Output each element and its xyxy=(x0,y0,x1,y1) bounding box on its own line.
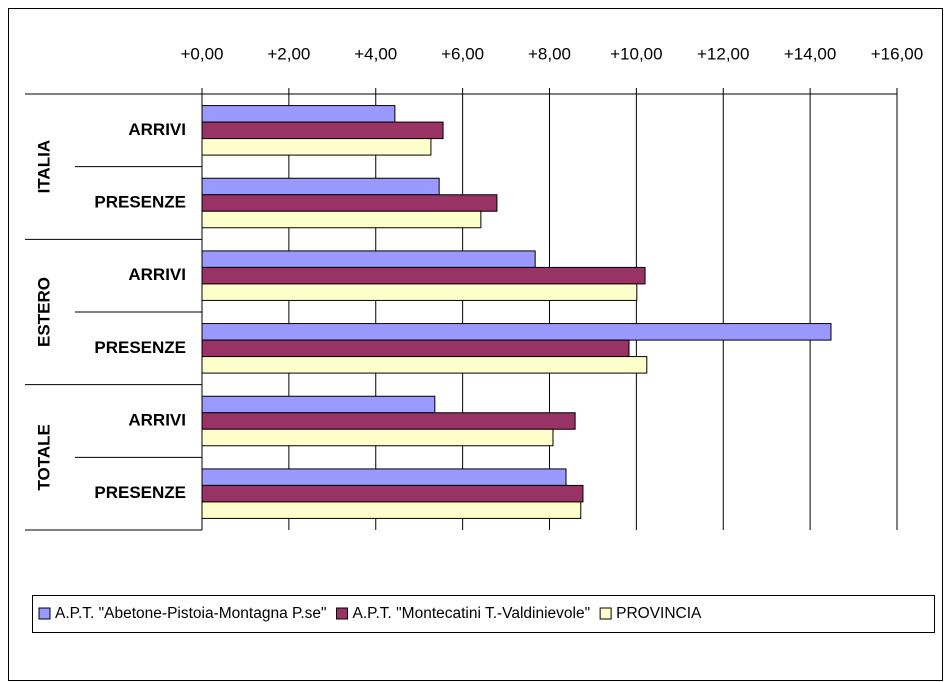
bar xyxy=(201,356,648,374)
legend-label: PROVINCIA xyxy=(616,605,702,622)
bar xyxy=(201,323,832,341)
category-label: PRESENZE xyxy=(94,192,186,211)
bar xyxy=(201,501,582,519)
x-tick-label: +6,00 xyxy=(441,44,484,63)
x-tick-label: +0,00 xyxy=(180,44,223,63)
bar xyxy=(201,428,554,447)
group-label: ITALIA xyxy=(34,140,53,194)
legend-label: A.P.T. "Abetone-Pistoia-Montagna P.se" xyxy=(55,605,327,622)
category-label: ARRIVI xyxy=(128,265,186,284)
bar xyxy=(201,283,638,301)
bar xyxy=(201,105,396,123)
bar xyxy=(201,210,482,229)
x-tick-label: +10,00 xyxy=(610,44,662,63)
bar xyxy=(201,250,536,268)
category-label: ARRIVI xyxy=(128,120,186,139)
legend-swatch xyxy=(599,607,612,620)
x-tick-label: +4,00 xyxy=(354,44,397,63)
bar xyxy=(201,484,584,503)
bar xyxy=(201,395,436,414)
x-tick-label: +16,00 xyxy=(871,44,923,63)
bar xyxy=(201,138,432,156)
group-label: TOTALE xyxy=(34,424,53,490)
bar xyxy=(201,468,567,486)
legend-label: A.P.T. "Montecatini T.-Valdinievole" xyxy=(353,605,591,622)
bar xyxy=(201,412,576,430)
category-label: PRESENZE xyxy=(94,338,186,357)
bar xyxy=(201,121,444,140)
bar xyxy=(201,194,498,212)
legend-box xyxy=(32,595,935,633)
group-label: ESTERO xyxy=(34,277,53,347)
x-tick-label: +12,00 xyxy=(697,44,749,63)
category-label: ARRIVI xyxy=(128,410,186,429)
x-tick-label: +14,00 xyxy=(784,44,836,63)
x-tick-label: +2,00 xyxy=(267,44,310,63)
bar xyxy=(201,266,646,285)
legend-swatch xyxy=(38,607,51,620)
x-tick-label: +8,00 xyxy=(528,44,571,63)
legend-swatch xyxy=(336,607,349,620)
bar xyxy=(201,177,440,196)
bar xyxy=(201,339,630,358)
category-label: PRESENZE xyxy=(94,483,186,502)
